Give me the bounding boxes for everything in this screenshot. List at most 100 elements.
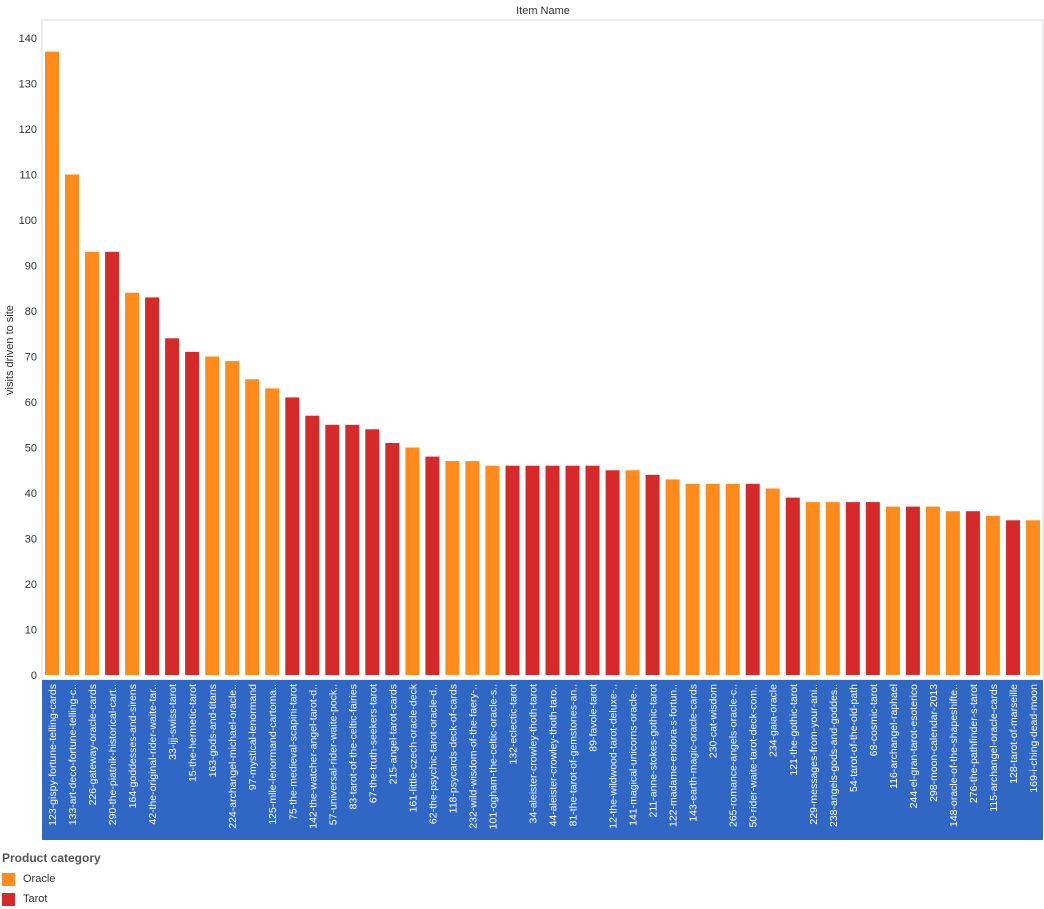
x-tick-label: 75-the-medieval-scapini-tarot	[287, 684, 299, 820]
bar[interactable]	[405, 447, 420, 676]
bar[interactable]	[265, 388, 280, 675]
bar[interactable]	[905, 506, 920, 675]
legend-item-oracle[interactable]: Oracle	[2, 869, 101, 889]
legend-item-tarot[interactable]: Tarot	[2, 889, 101, 909]
bar[interactable]	[585, 465, 600, 675]
y-tick-label: 80	[25, 306, 37, 318]
bar[interactable]	[1026, 520, 1040, 675]
bar[interactable]	[785, 497, 800, 675]
bar[interactable]	[65, 174, 79, 676]
x-tick-label: 169-i-ching-dead-moon	[1028, 684, 1040, 793]
x-tick-label: 101-ogham-the-celtic-oracle-s..	[487, 684, 499, 829]
x-tick-label: 89-favole-tarot	[588, 684, 600, 752]
x-tick-label: 244-el-gran-tarot-esoterico	[908, 684, 920, 808]
x-tick-label: 54-tarot-of-the-old-path	[848, 684, 860, 792]
bar[interactable]	[625, 470, 640, 676]
x-tick-label: 15-the-hermetic-tarot	[187, 684, 199, 782]
bar[interactable]	[45, 51, 59, 676]
x-tick-label: 265-romance-angels-oracle-c..	[728, 684, 740, 827]
bar[interactable]	[425, 456, 440, 675]
x-tick-label: 142-the-watcher-angel-tarot-d..	[307, 684, 319, 829]
y-tick-label: 120	[19, 124, 37, 136]
bar[interactable]	[985, 515, 1000, 676]
bar[interactable]	[925, 506, 940, 675]
x-tick-label: 44-aleister-crowley-thoth-taro..	[548, 684, 560, 826]
bar[interactable]	[825, 502, 840, 675]
x-tick-label: 128-tarot-of-marseille	[1008, 684, 1020, 784]
bar[interactable]	[605, 470, 620, 676]
chart-title: Item Name	[516, 5, 570, 17]
y-tick-label: 130	[19, 79, 37, 91]
bars	[45, 51, 1040, 676]
bar[interactable]	[465, 461, 480, 675]
bar[interactable]	[945, 511, 960, 675]
bar[interactable]	[1006, 520, 1020, 675]
bar[interactable]	[845, 502, 860, 675]
bar[interactable]	[325, 424, 340, 676]
x-tick-label: 276-the-pathfinder-s-tarot	[968, 684, 980, 803]
bar[interactable]	[105, 251, 120, 675]
y-tick-label: 40	[25, 488, 37, 500]
x-tick-label: 133-art-deco-fortune-telling-c..	[67, 684, 79, 825]
legend-swatch-tarot	[2, 892, 15, 906]
bar[interactable]	[445, 461, 460, 675]
bar[interactable]	[305, 415, 320, 675]
bar[interactable]	[365, 429, 380, 675]
bar[interactable]	[705, 483, 720, 675]
y-axis-ticks: 0 10 20 30 40 50 60 70 80 90 100 110 120 130 140	[19, 33, 37, 682]
x-tick-label: 57-universal-rider-waite-pock..	[327, 684, 339, 825]
x-tick-label: 97-mystical-lenormand	[247, 684, 259, 790]
x-tick-label: 122-madame-endora-s-fortun..	[668, 684, 680, 827]
bar[interactable]	[665, 479, 680, 676]
legend-label-oracle: Oracle	[23, 873, 56, 885]
bar[interactable]	[145, 297, 160, 675]
bar[interactable]	[525, 465, 540, 675]
bar[interactable]	[765, 488, 780, 676]
bar[interactable]	[685, 483, 700, 675]
bar[interactable]	[205, 356, 220, 676]
x-tick-label: 12-the-wildwood-tarot-deluxe-..	[608, 684, 620, 829]
x-tick-label: 115-archangel-oracle-cards	[988, 684, 1000, 812]
y-tick-label: 100	[19, 215, 37, 227]
bar[interactable]	[165, 338, 180, 675]
x-tick-label: 121-the-gothic-tarot	[788, 684, 800, 776]
x-tick-label: 132-eclectic-tarot	[508, 684, 520, 765]
y-tick-label: 60	[25, 397, 37, 409]
x-tick-label: 230-cat-wisdom	[708, 684, 720, 758]
bar[interactable]	[545, 465, 560, 675]
bar[interactable]	[385, 443, 400, 675]
x-tick-label: 81-the-tarot-of-gemstones-an..	[568, 684, 580, 826]
bar[interactable]	[485, 465, 500, 675]
y-tick-label: 110	[19, 170, 37, 182]
bar[interactable]	[805, 502, 820, 675]
x-tick-label: 234-gaia-oracle	[768, 684, 780, 757]
bar[interactable]	[85, 251, 99, 675]
y-tick-label: 10	[25, 625, 37, 637]
x-tick-label: 83-tarot-of-the-celtic-fairies	[347, 684, 359, 809]
bar[interactable]	[125, 292, 140, 675]
x-tick-label: 161-little-czech-oracle-deck	[407, 683, 419, 812]
bar[interactable]	[965, 511, 980, 675]
bar[interactable]	[725, 483, 740, 675]
bar[interactable]	[285, 397, 300, 675]
x-tick-label: 33-ijj-swiss-tarot	[167, 684, 179, 760]
legend-swatch-oracle	[2, 872, 15, 886]
bar[interactable]	[225, 361, 240, 675]
bar[interactable]	[185, 351, 200, 675]
x-tick-label: 224-archangel-michael-oracle..	[227, 684, 239, 829]
bar[interactable]	[865, 502, 880, 675]
bar[interactable]	[505, 465, 520, 675]
bar[interactable]	[645, 474, 660, 675]
bar[interactable]	[245, 379, 260, 676]
bar[interactable]	[565, 465, 580, 675]
y-tick-label: 20	[25, 579, 37, 591]
x-tick-label: 125-mlle-lenormand-cartoma..	[267, 684, 279, 825]
legend: Product category Oracle Tarot	[2, 851, 101, 909]
x-tick-label: 67-the-truth-seekers-tarot	[367, 684, 379, 803]
bar[interactable]	[345, 424, 360, 676]
y-tick-label: 0	[31, 670, 37, 682]
x-tick-label: 211-anne-stokes-gothic-tarot	[648, 684, 660, 818]
bar[interactable]	[745, 483, 760, 675]
x-tick-label: 62-the-psychic-tarot-oracle-d..	[427, 684, 439, 824]
bar[interactable]	[885, 506, 900, 675]
